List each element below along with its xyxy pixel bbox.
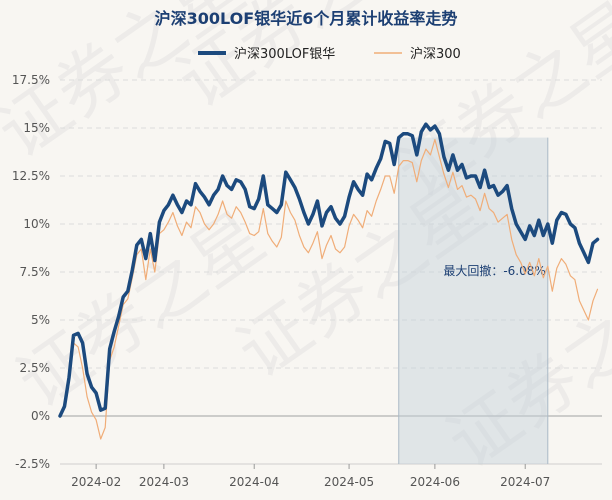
y-tick-label: 10% — [23, 217, 50, 231]
series-line-fund — [58, 122, 600, 418]
y-tick-label: 12.5% — [12, 169, 50, 183]
y-tick-label: 5% — [31, 313, 50, 327]
chart-title: 沪深300LOF银华近6个月累计收益率走势 — [155, 9, 458, 28]
series-layer — [58, 122, 600, 440]
max-drawdown-label: 最大回撤：-6.08% — [443, 263, 545, 278]
series-line-index — [59, 138, 599, 440]
x-tick-label: 2024-06 — [410, 475, 460, 489]
y-tick-label: 0% — [31, 409, 50, 423]
y-tick-label: -2.5% — [15, 457, 50, 471]
y-tick-label: 15% — [23, 121, 50, 135]
x-tick-label: 2024-07 — [500, 475, 550, 489]
y-tick-label: 2.5% — [20, 361, 51, 375]
legend-label-index: 沪深300 — [410, 46, 461, 62]
x-tick-label: 2024-04 — [229, 475, 279, 489]
x-tick-label: 2024-03 — [139, 475, 189, 489]
x-tick-label: 2024-02 — [71, 475, 121, 489]
x-tick-label: 2024-05 — [324, 475, 374, 489]
y-axis: -2.5% 0% 2.5% 5% 7.5% 10% 12.5% 15% 17.5% — [12, 73, 50, 471]
legend: 沪深300LOF银华 沪深300 — [198, 46, 461, 62]
max-drawdown-area — [398, 137, 548, 464]
y-tick-label: 17.5% — [12, 73, 50, 87]
x-axis: 2024-02 2024-03 2024-04 2024-05 2024-06 2024-… — [60, 463, 602, 489]
legend-label-fund: 沪深300LOF银华 — [234, 46, 335, 62]
y-tick-label: 7.5% — [20, 265, 51, 279]
